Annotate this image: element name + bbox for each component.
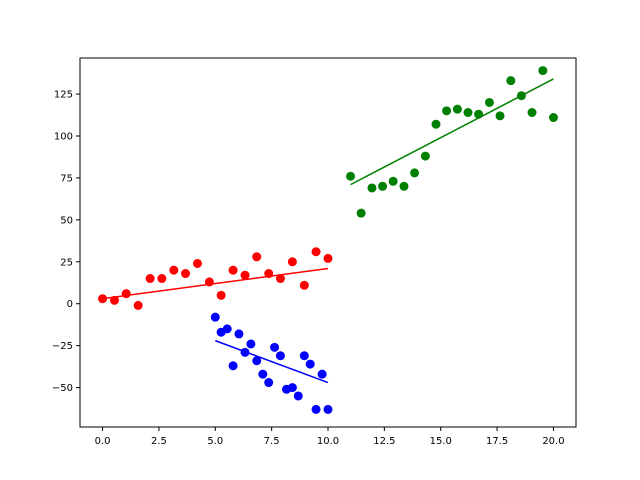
data-point xyxy=(192,258,202,268)
y-axis: −50 −25 0 25 50 75 100 125 xyxy=(52,90,80,394)
data-point xyxy=(264,269,274,279)
y-tick-label: 25 xyxy=(60,257,73,268)
data-point xyxy=(222,324,232,334)
data-point xyxy=(293,391,303,401)
series-1 xyxy=(210,312,333,414)
data-point xyxy=(210,312,220,322)
data-point xyxy=(252,356,262,366)
data-point xyxy=(388,176,398,186)
data-point xyxy=(287,257,297,267)
data-point xyxy=(270,342,280,352)
data-point xyxy=(538,66,548,76)
x-tick-label: 5.0 xyxy=(207,436,223,447)
plot-content xyxy=(98,66,558,414)
y-tick-label: −25 xyxy=(52,341,73,352)
data-point xyxy=(258,369,268,379)
data-point xyxy=(228,361,238,371)
data-point xyxy=(311,404,321,414)
y-tick-label: 100 xyxy=(54,131,73,142)
data-point xyxy=(346,171,356,181)
x-tick-label: 15.0 xyxy=(430,436,452,447)
data-point xyxy=(275,351,285,361)
x-tick-label: 0.0 xyxy=(95,436,111,447)
data-point xyxy=(240,347,250,357)
data-point xyxy=(299,351,309,361)
data-point xyxy=(246,339,256,349)
data-point xyxy=(356,208,366,218)
data-point xyxy=(287,383,297,393)
data-point xyxy=(121,289,131,299)
data-point xyxy=(234,329,244,339)
data-point xyxy=(527,108,537,118)
y-tick-label: 125 xyxy=(54,90,73,101)
data-point xyxy=(264,378,274,388)
x-tick-label: 12.5 xyxy=(373,436,395,447)
data-point xyxy=(109,295,119,305)
data-point xyxy=(157,274,167,284)
data-point xyxy=(317,369,327,379)
data-point xyxy=(431,119,441,129)
data-point xyxy=(133,300,143,310)
data-point xyxy=(181,269,191,279)
data-point xyxy=(410,168,420,178)
data-point xyxy=(299,280,309,290)
data-point xyxy=(506,76,516,86)
data-point xyxy=(216,290,226,300)
data-point xyxy=(145,274,155,284)
data-point xyxy=(240,270,250,280)
x-tick-label: 17.5 xyxy=(486,436,508,447)
y-tick-label: 50 xyxy=(60,215,73,226)
data-point xyxy=(228,265,238,275)
data-point xyxy=(484,97,494,107)
data-point xyxy=(323,253,333,263)
data-point xyxy=(452,104,462,114)
data-point xyxy=(442,106,452,116)
x-axis: 0.0 2.5 5.0 7.5 10.0 12.5 15.0 17.5 20.0 xyxy=(95,427,565,447)
series-2 xyxy=(346,66,558,218)
data-point xyxy=(311,247,321,257)
data-point xyxy=(399,181,409,191)
data-point xyxy=(367,183,377,193)
data-point xyxy=(252,252,262,262)
data-point xyxy=(275,274,285,284)
data-point xyxy=(204,277,214,287)
series-0 xyxy=(98,247,333,310)
x-tick-label: 10.0 xyxy=(317,436,339,447)
y-tick-label: 75 xyxy=(60,173,73,184)
fit-line xyxy=(102,267,329,300)
x-tick-label: 20.0 xyxy=(542,436,564,447)
x-tick-label: 2.5 xyxy=(151,436,167,447)
data-point xyxy=(495,111,505,121)
data-point xyxy=(378,181,388,191)
y-tick-label: 0 xyxy=(67,299,73,310)
data-point xyxy=(323,404,333,414)
data-point xyxy=(463,108,473,118)
y-tick-label: −50 xyxy=(52,383,73,394)
data-point xyxy=(516,91,526,101)
data-point xyxy=(420,151,430,161)
data-point xyxy=(98,294,108,304)
data-point xyxy=(169,265,179,275)
data-point xyxy=(305,359,315,369)
x-tick-label: 7.5 xyxy=(264,436,280,447)
data-point xyxy=(548,113,558,123)
fit-line xyxy=(215,339,329,384)
data-point xyxy=(474,109,484,119)
